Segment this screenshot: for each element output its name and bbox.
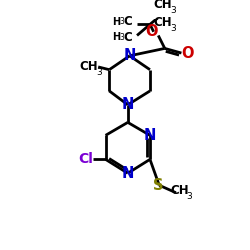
Text: H: H	[112, 32, 121, 42]
Text: 3: 3	[96, 68, 102, 77]
Text: 3: 3	[170, 6, 176, 15]
Text: 3: 3	[120, 33, 125, 42]
Text: N: N	[124, 48, 136, 63]
Text: N: N	[122, 97, 134, 112]
Text: CH: CH	[154, 16, 172, 29]
Text: H: H	[112, 16, 121, 26]
Text: 3: 3	[186, 192, 192, 201]
Text: N: N	[122, 166, 134, 181]
Text: CH: CH	[170, 184, 189, 197]
Text: C: C	[124, 31, 132, 44]
Text: Cl: Cl	[78, 152, 93, 166]
Text: CH: CH	[154, 0, 172, 10]
Text: S: S	[153, 178, 164, 193]
Text: CH: CH	[80, 60, 98, 74]
Text: 3: 3	[170, 24, 176, 34]
Text: O: O	[182, 46, 194, 60]
Text: C: C	[124, 15, 132, 28]
Text: N: N	[144, 128, 156, 143]
Text: 3: 3	[120, 17, 125, 26]
Text: O: O	[146, 24, 158, 39]
